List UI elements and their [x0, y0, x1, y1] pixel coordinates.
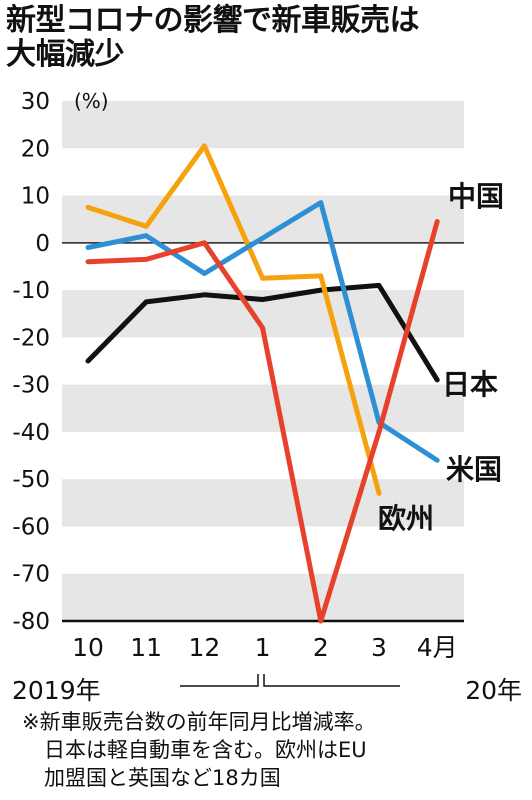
year-label: 20年 — [465, 676, 522, 705]
year-bracket-left — [180, 674, 259, 687]
footnote-line: ※新車販売台数の前年同月比増減率。 — [22, 710, 376, 734]
series-label: 日本 — [442, 368, 498, 401]
y-tick-label: -10 — [12, 278, 50, 304]
chart-title: 新型コロナの影響で新車販売は 大幅減少 — [6, 4, 526, 72]
y-tick-label: -30 — [12, 373, 50, 399]
y-tick-label: -20 — [12, 325, 50, 351]
y-tick-label: -40 — [12, 420, 50, 446]
footnote: ※新車販売台数の前年同月比増減率。 日本は軽自動車を含む。欧州はEU 加盟国と英… — [22, 708, 522, 792]
x-tick-label: 10 — [72, 633, 104, 662]
series-label: 欧州 — [378, 502, 434, 535]
grid-band — [62, 101, 464, 149]
series-line-米国 — [85, 200, 440, 463]
x-tick-label: 11 — [130, 633, 162, 662]
x-tick-label: 12 — [188, 633, 220, 662]
series-label: 米国 — [446, 453, 502, 486]
y-tick-label: 20 — [21, 136, 50, 162]
series-line-中国 — [85, 219, 440, 624]
x-tick-label: 2 — [313, 633, 329, 662]
y-tick-label: 10 — [21, 184, 50, 210]
grid-band — [62, 479, 464, 527]
grid-band — [62, 384, 464, 432]
footnote-line: 加盟国と英国など18カ国 — [44, 766, 281, 790]
y-tick-label: 30 — [21, 89, 50, 115]
series-label: 中国 — [448, 180, 504, 213]
y-axis-unit-label: (%) — [74, 89, 109, 113]
year-bracket-right — [263, 674, 400, 687]
year-label: 2019年 — [12, 676, 101, 705]
y-tick-label: -60 — [12, 514, 50, 540]
chart-title-line: 大幅減少 — [6, 37, 125, 72]
grid-bands — [62, 101, 464, 621]
series-line-日本 — [85, 282, 440, 383]
x-tick-label: 3 — [371, 633, 387, 662]
y-tick-label: -70 — [12, 562, 50, 588]
chart-title-line: 新型コロナの影響で新車販売は — [6, 3, 420, 38]
y-tick-label: -50 — [12, 467, 50, 493]
x-tick-label: 1 — [255, 633, 271, 662]
series-line-欧州 — [85, 143, 382, 496]
y-tick-label: -80 — [12, 609, 50, 635]
x-tick-label: 4月 — [417, 633, 458, 662]
series-lines — [85, 143, 440, 624]
footnote-line: 日本は軽自動車を含む。欧州はEU — [44, 738, 367, 762]
y-axis-ticks: 30 20 10 0 -10 -20 -30 -40 -50 -60 -70 -80 — [12, 89, 50, 635]
grid-band — [62, 573, 464, 621]
y-tick-label: 0 — [35, 231, 50, 257]
